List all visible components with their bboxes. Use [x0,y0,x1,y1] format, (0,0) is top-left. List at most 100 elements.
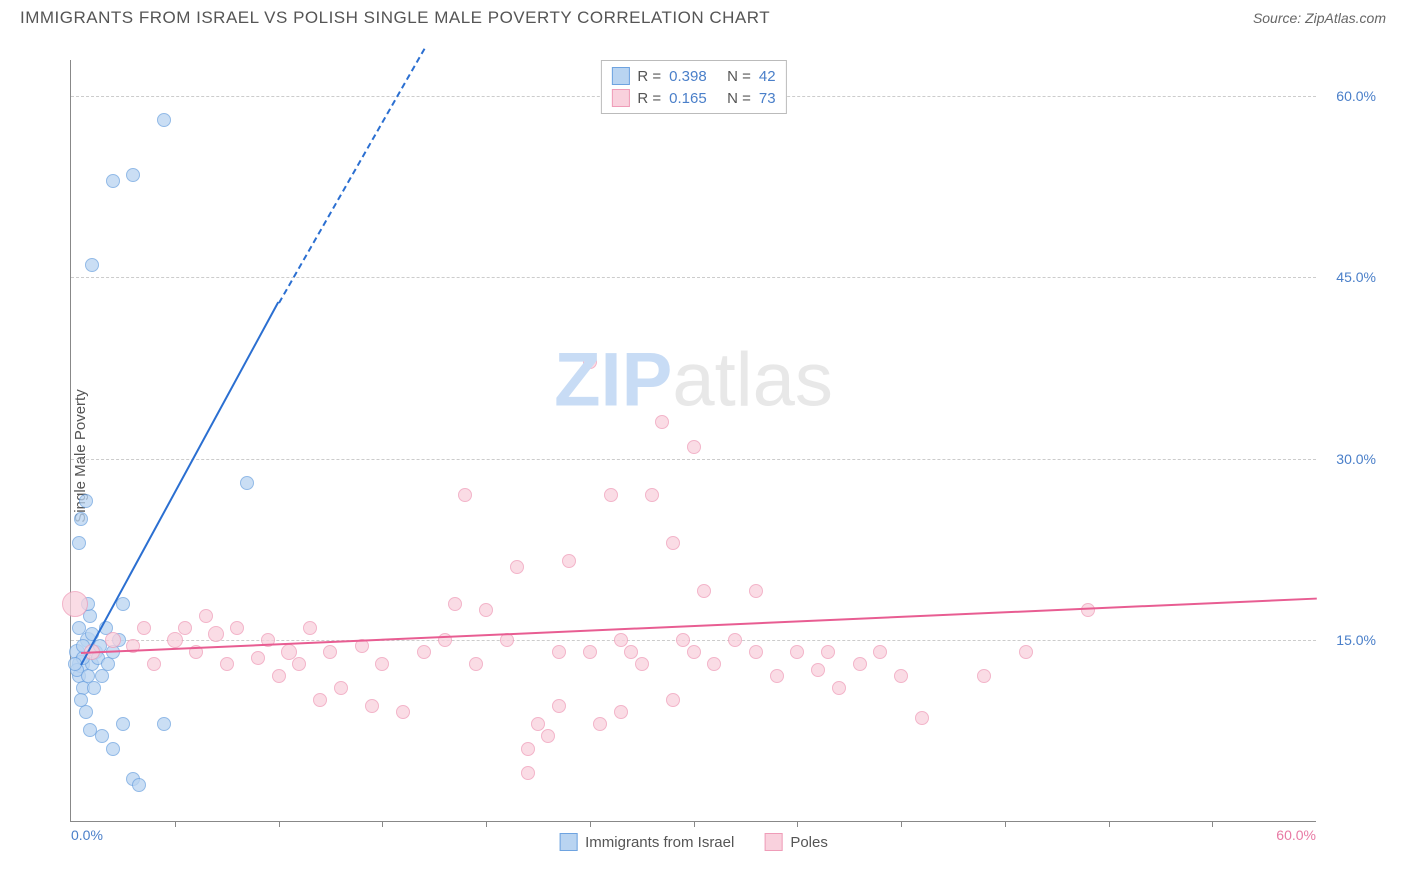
data-point [147,657,161,671]
data-point [624,645,638,659]
data-point [479,603,493,617]
data-point [220,657,234,671]
data-point [230,621,244,635]
data-point [645,488,659,502]
x-tick-label: 60.0% [1276,827,1316,843]
data-point [101,657,115,671]
trend-line [81,597,1317,653]
x-tick-mark [901,821,902,827]
data-point [334,681,348,695]
x-tick-mark [797,821,798,827]
gridline [71,459,1316,460]
x-tick-mark [1212,821,1213,827]
data-point [85,258,99,272]
data-point [811,663,825,677]
x-tick-mark [175,821,176,827]
data-point [323,645,337,659]
legend-swatch [559,833,577,851]
data-point [83,723,97,737]
data-point [510,560,524,574]
data-point [105,632,121,648]
legend-swatch [611,89,629,107]
data-point [74,512,88,526]
data-point [552,699,566,713]
data-point [655,415,669,429]
legend-stat-row: R =0.398N =42 [611,65,775,87]
data-point [375,657,389,671]
legend-stats: R =0.398N =42R =0.165N =73 [600,60,786,114]
data-point [62,591,88,617]
data-point [790,645,804,659]
data-point [292,657,306,671]
legend-series-item: Poles [764,833,828,851]
data-point [208,626,224,642]
data-point [635,657,649,671]
data-point [116,717,130,731]
x-tick-mark [1005,821,1006,827]
data-point [167,632,183,648]
data-point [303,621,317,635]
data-point [915,711,929,725]
chart-container: Single Male Poverty ZIPatlas R =0.398N =… [20,40,1386,872]
plot-area: ZIPatlas R =0.398N =42R =0.165N =73 Immi… [70,60,1316,822]
source-attribution: Source: ZipAtlas.com [1253,10,1386,26]
legend-swatch [611,67,629,85]
data-point [469,657,483,671]
data-point [106,174,120,188]
data-point [157,113,171,127]
y-tick-label: 30.0% [1336,451,1376,467]
data-point [79,494,93,508]
data-point [541,729,555,743]
x-tick-mark [486,821,487,827]
legend-series: Immigrants from IsraelPoles [559,833,828,851]
data-point [604,488,618,502]
data-point [521,766,535,780]
data-point [583,645,597,659]
data-point [728,633,742,647]
y-tick-label: 15.0% [1336,632,1376,648]
data-point [95,729,109,743]
data-point [770,669,784,683]
watermark: ZIPatlas [554,336,833,423]
data-point [313,693,327,707]
data-point [593,717,607,731]
gridline [71,640,1316,641]
x-tick-mark [382,821,383,827]
data-point [552,645,566,659]
data-point [894,669,908,683]
data-point [458,488,472,502]
data-point [687,645,701,659]
data-point [697,584,711,598]
chart-title: IMMIGRANTS FROM ISRAEL VS POLISH SINGLE … [20,8,770,28]
x-tick-mark [590,821,591,827]
data-point [749,645,763,659]
data-point [251,651,265,665]
data-point [79,705,93,719]
x-tick-mark [1109,821,1110,827]
data-point [157,717,171,731]
data-point [531,717,545,731]
data-point [132,778,146,792]
data-point [666,536,680,550]
data-point [614,633,628,647]
legend-stat-row: R =0.165N =73 [611,87,775,109]
trend-line-extrapolated [278,48,425,303]
data-point [240,476,254,490]
data-point [614,705,628,719]
data-point [87,681,101,695]
data-point [1019,645,1033,659]
y-tick-label: 60.0% [1336,88,1376,104]
data-point [521,742,535,756]
data-point [707,657,721,671]
data-point [749,584,763,598]
data-point [81,669,95,683]
data-point [666,693,680,707]
data-point [95,669,109,683]
data-point [873,645,887,659]
data-point [72,536,86,550]
data-point [821,645,835,659]
data-point [687,440,701,454]
data-point [199,609,213,623]
data-point [396,705,410,719]
legend-swatch [764,833,782,851]
